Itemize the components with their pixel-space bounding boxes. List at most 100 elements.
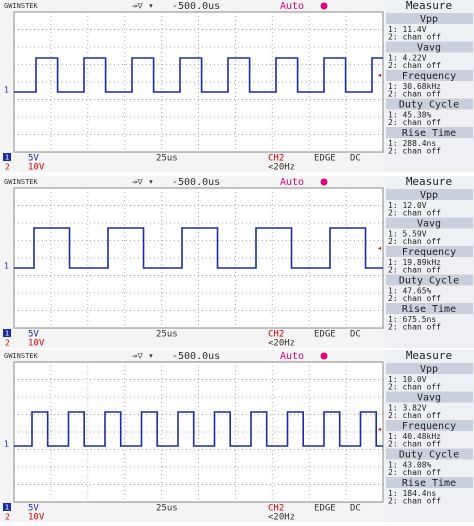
ch2-badge-label: 2 [5,513,10,522]
measure-label: Duty Cycle [399,276,459,287]
measure-label: Frequency [402,421,456,432]
ch1-scale: 5V [28,504,39,514]
brand: GWINSTEK [4,2,39,10]
measure-ch2: 2: chan off [388,323,441,332]
measure-label-bg [386,420,473,431]
waveform [14,411,383,447]
trigger-type: EDGE [314,504,336,514]
mode-dot [320,352,328,360]
measure-ch1: 1: 184.4ns [388,489,436,498]
trigger-source: CH2 [268,330,284,340]
measure-label: Rise Time [402,128,456,139]
measure-label: Vpp [420,364,438,375]
menu-title: Measure [406,175,452,188]
measure-ch2: 2: chan off [388,147,441,156]
timebase-offset: -500.0us [172,1,220,12]
scope-panel: GWINSTEK →▽ ▾ -500.0us Auto 1 ◂ 1 5V 2 10V 25us CH2… [0,0,474,173]
measure-ch2: 2: chan off [388,266,441,275]
measure-label-bg [386,70,473,81]
ch1-marker: 1 [4,440,9,449]
time-scale: 25us [156,154,178,164]
menu-bg [385,350,474,522]
measure-ch2: 2: chan off [388,468,441,477]
mode: Auto [280,351,304,362]
measure-ch2: 2: chan off [388,497,441,506]
trigger-filter: <20Hz [268,339,295,349]
ch1-badge [3,153,11,161]
menu-bg [385,176,474,348]
measure-ch2: 2: chan off [388,118,441,127]
measure-label-bg [386,391,473,403]
measure-ch2: 2: chan off [388,411,441,420]
measure-label: Frequency [402,247,456,258]
measure-label: Duty Cycle [399,450,459,461]
ch1-badge [3,329,11,337]
scope-panel: GWINSTEK →▽ ▾ -500.0us Auto 1 ◂ 1 5V 2 10V 25us CH2… [0,175,474,349]
measure-label-bg [386,274,473,286]
measure-label-bg [386,246,473,257]
measure-label: Vpp [420,14,438,25]
trigger-arrows: →▽ ▾ [132,2,154,12]
measure-label-bg [386,189,473,200]
ch1-marker: 1 [4,262,9,271]
mode: Auto [280,1,304,12]
measure-ch2: 2: chan off [388,61,441,70]
measure-label: Rise Time [402,304,456,315]
measure-ch1: 1: 10.0V [388,375,427,384]
measure-ch1: 1: 4.22V [388,54,427,63]
measure-label: Rise Time [402,478,456,489]
measure-ch2: 2: chan off [388,237,441,246]
measure-label: Vavg [417,393,441,404]
coupling: DC [350,154,361,164]
trigger-marker: ◂ [377,244,382,253]
measure-label: Vpp [420,190,438,201]
measure-label-bg [386,13,473,24]
measure-ch1: 1: 12.0V [388,201,427,210]
measure-ch1: 1: 675.5ns [388,315,436,324]
trigger-filter: <20Hz [268,513,295,523]
ch2-badge-label: 2 [5,339,10,348]
measure-ch1: 1: 19.89kHz [388,258,441,267]
measure-label: Duty Cycle [399,100,459,111]
measure-label-bg [386,41,473,53]
ch1-badge-label: 1 [5,154,9,162]
trigger-source: CH2 [268,154,284,164]
ch1-badge [3,503,11,511]
measure-ch1: 1: 43.08% [388,461,432,470]
ch1-marker: 1 [4,86,9,95]
ch1-scale: 5V [28,154,39,164]
coupling: DC [350,330,361,340]
measure-label-bg [386,363,473,374]
trigger-arrows: →▽ ▾ [132,178,154,188]
measure-ch1: 1: 47.65% [388,287,432,296]
coupling: DC [350,504,361,514]
measure-ch2: 2: chan off [388,209,441,218]
scope-panel: GWINSTEK →▽ ▾ -500.0us Auto 1 ◂ 1 5V 2 10V 25us CH2… [0,349,474,523]
trigger-filter: <20Hz [268,163,295,173]
mode: Auto [280,177,304,188]
measure-ch1: 1: 30.68kHz [388,82,441,91]
waveform [14,227,383,269]
measure-ch2: 2: chan off [388,383,441,392]
measure-label-bg [386,127,473,138]
trigger-type: EDGE [314,154,336,164]
measure-ch2: 2: chan off [388,90,441,99]
menu-title: Measure [406,349,452,362]
brand: GWINSTEK [4,352,39,360]
ch1-badge-label: 1 [5,504,9,512]
waveform [14,57,383,93]
measure-ch1: 1: 288.4ns [388,139,436,148]
trigger-type: EDGE [314,330,336,340]
measure-label: Vavg [417,219,441,230]
measure-ch1: 1: 40.48kHz [388,432,441,441]
measure-label-bg [386,477,473,488]
ch2-scale: 10V [28,163,45,173]
ch2-badge-label: 2 [5,163,10,172]
time-scale: 25us [156,504,178,514]
measure-label-bg [386,303,473,314]
measure-label-bg [386,448,473,460]
measure-label: Frequency [402,71,456,82]
mode-dot [320,2,328,10]
measure-ch1: 1: 5.59V [388,230,427,239]
